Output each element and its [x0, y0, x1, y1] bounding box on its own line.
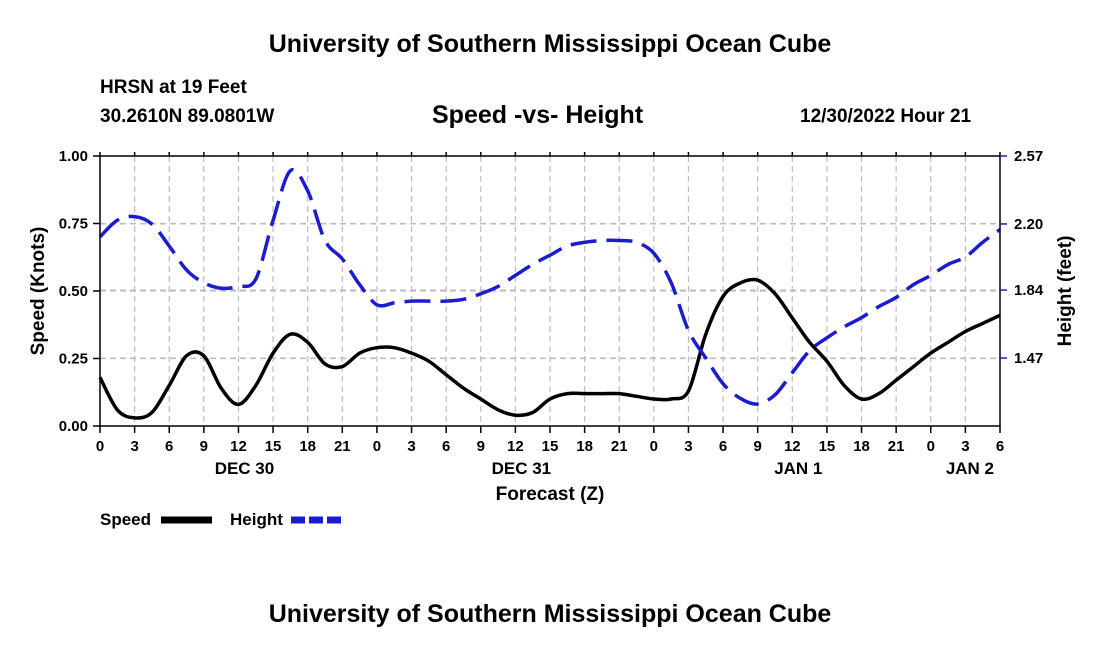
- x-tick-label: 21: [611, 438, 628, 455]
- x-tick-label: 15: [542, 438, 559, 455]
- y2-axis-title: Height (feet): [1055, 236, 1076, 347]
- series-line-speed: [98, 277, 1001, 420]
- x-tick-label: 0: [650, 438, 658, 455]
- x-tick-label: 3: [130, 438, 138, 455]
- legend-label-height: Height: [230, 510, 283, 529]
- x-tick-label: 12: [230, 438, 247, 455]
- day-label: DEC 30: [215, 459, 275, 478]
- y-tick-label: 0.00: [59, 418, 88, 435]
- x-tick-label: 6: [996, 438, 1004, 455]
- x-tick-label: 6: [442, 438, 450, 455]
- series-line-height: [98, 167, 1002, 406]
- x-axis-title: Forecast (Z): [496, 484, 605, 505]
- x-tick-label: 0: [927, 438, 935, 455]
- station-label: HRSN at 19 Feet: [100, 77, 247, 98]
- x-tick-label: 3: [684, 438, 692, 455]
- day-label: JAN 2: [946, 459, 994, 478]
- grid-lines: [100, 155, 1000, 426]
- day-label: DEC 31: [492, 459, 552, 478]
- legend: Speed Height: [100, 510, 343, 529]
- x-tick-label: 15: [819, 438, 836, 455]
- x-tick-label: 0: [96, 438, 104, 455]
- series-lines: [98, 167, 1002, 420]
- y-tick-label: 0.75: [59, 216, 88, 233]
- x-tick-label: 18: [299, 438, 316, 455]
- x-tick-label: 0: [373, 438, 381, 455]
- x-tick-label: 12: [784, 438, 801, 455]
- y2-tick-label: 1.47: [1014, 350, 1043, 367]
- footer-title: University of Southern Mississippi Ocean…: [268, 600, 832, 628]
- day-label: JAN 1: [774, 459, 822, 478]
- x-tick-label: 21: [334, 438, 351, 455]
- forecast-datetime: 12/30/2022 Hour 21: [800, 106, 972, 127]
- x-tick-label: 9: [754, 438, 762, 455]
- y-tick-label: 0.50: [59, 283, 88, 300]
- x-tick-label: 9: [200, 438, 208, 455]
- chart-title: Speed -vs- Height: [432, 101, 644, 129]
- y-tick-label: 0.25: [59, 351, 88, 368]
- y-axis-title: Speed (Knots): [28, 227, 49, 356]
- x-tick-label: 18: [853, 438, 870, 455]
- axis-ticks: 0 3 6 9 12 15 18 21 0 3 6 9 12 15 18 21 0 3 6 9 12 15 18 21 0 3 6 0…: [59, 148, 1044, 455]
- x-tick-label: 6: [165, 438, 173, 455]
- y-tick-label: 1.00: [59, 148, 88, 165]
- x-tick-label: 18: [576, 438, 593, 455]
- x-tick-label: 9: [477, 438, 485, 455]
- page-title: University of Southern Mississippi Ocean…: [268, 30, 832, 58]
- y2-tick-label: 2.57: [1014, 148, 1043, 165]
- x-tick-label: 3: [407, 438, 415, 455]
- x-tick-label: 3: [961, 438, 969, 455]
- x-tick-label: 6: [719, 438, 727, 455]
- axis-labels: DEC 30 DEC 31 JAN 1 JAN 2 Forecast (Z) Speed …: [28, 227, 1076, 505]
- x-tick-label: 21: [888, 438, 905, 455]
- station-coords: 30.2610N 89.0801W: [100, 106, 275, 127]
- x-tick-label: 15: [265, 438, 282, 455]
- x-tick-label: 12: [507, 438, 524, 455]
- y2-tick-label: 2.20: [1014, 216, 1043, 233]
- legend-label-speed: Speed: [100, 510, 151, 529]
- y2-tick-label: 1.84: [1014, 282, 1044, 299]
